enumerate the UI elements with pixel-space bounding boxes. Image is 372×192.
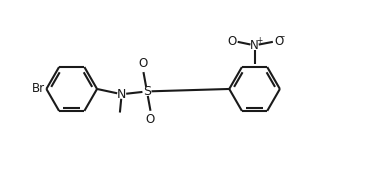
Text: O: O bbox=[274, 35, 283, 48]
Text: O: O bbox=[227, 35, 236, 48]
Text: Br: Br bbox=[32, 83, 45, 95]
Text: O: O bbox=[146, 113, 155, 126]
Text: −: − bbox=[278, 32, 285, 41]
Text: N: N bbox=[250, 39, 259, 52]
Text: S: S bbox=[143, 85, 151, 98]
Text: N: N bbox=[117, 88, 126, 101]
Text: O: O bbox=[139, 57, 148, 70]
Text: +: + bbox=[256, 36, 263, 45]
